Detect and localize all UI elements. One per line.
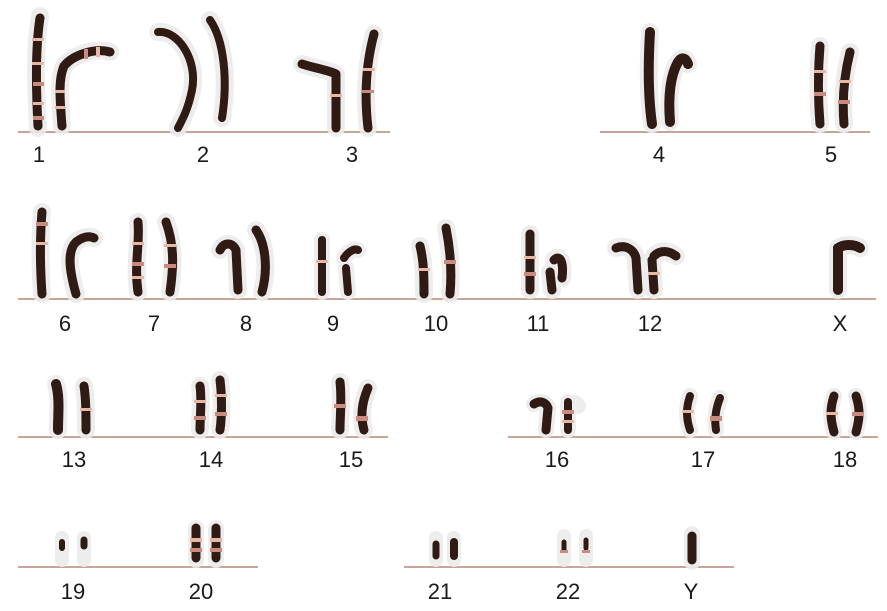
pair-label-8: 8 (239, 311, 253, 336)
chromosome-pair-7 (122, 213, 192, 301)
chromosome-pair-17 (676, 388, 736, 438)
pair-label-15: 15 (338, 447, 364, 472)
row4-baseline-right (404, 566, 734, 568)
pair-label-4: 4 (652, 142, 666, 167)
chromosome-pair-12 (606, 236, 686, 299)
row1-baseline-right (600, 131, 870, 133)
chromosome-pair-3 (293, 24, 394, 137)
pair-label-19: 19 (60, 579, 86, 604)
pair-label-7: 7 (147, 311, 161, 336)
chromosome-pair-13 (40, 375, 100, 439)
chromosome-pair-8 (210, 220, 280, 301)
pair-label-1: 1 (32, 142, 46, 167)
pair-label-x: X (832, 311, 848, 336)
chromosome-pair-18 (816, 388, 876, 440)
pair-label-12: 12 (637, 311, 663, 336)
chromosome-pair-10 (402, 219, 472, 303)
chromosome-pair-11 (514, 225, 574, 299)
pair-label-5: 5 (824, 142, 838, 167)
row1-baseline-left (18, 131, 390, 133)
pair-label-y: Y (683, 579, 699, 604)
chromosome-pair-4 (630, 23, 700, 133)
pair-label-11: 11 (526, 311, 550, 336)
chromosome-pair-9 (308, 232, 368, 300)
pair-label-21: 21 (427, 579, 453, 604)
chromosome-pair-5 (804, 37, 864, 133)
chromosome-pair-15 (326, 373, 386, 439)
pair-label-18: 18 (832, 447, 858, 472)
pair-label-2: 2 (196, 142, 210, 167)
chromosome-pair-20 (180, 520, 240, 568)
pair-label-9: 9 (326, 311, 340, 336)
pair-label-22: 22 (555, 579, 581, 604)
chromosome-pair-x (820, 236, 870, 299)
pair-label-16: 16 (544, 447, 570, 472)
chromosome-pair-1 (24, 7, 124, 137)
pair-label-6: 6 (58, 311, 72, 336)
chromosome-pair-22 (546, 528, 606, 568)
pair-label-20: 20 (188, 579, 214, 604)
chromosome-pair-16 (526, 392, 586, 438)
chromosome-pair-6 (28, 203, 108, 303)
chromosome-pair-14 (182, 371, 242, 439)
pair-label-17: 17 (690, 447, 716, 472)
chromosome-pair-19 (46, 528, 106, 568)
pair-label-3: 3 (345, 142, 359, 167)
chromosome-y (672, 526, 712, 570)
pair-label-14: 14 (198, 447, 224, 472)
chromosome-pair-21 (420, 530, 480, 567)
chromosome-pair-2 (148, 10, 248, 137)
pair-label-10: 10 (423, 311, 449, 336)
pair-label-13: 13 (61, 447, 87, 472)
row4-baseline-left (18, 566, 258, 568)
